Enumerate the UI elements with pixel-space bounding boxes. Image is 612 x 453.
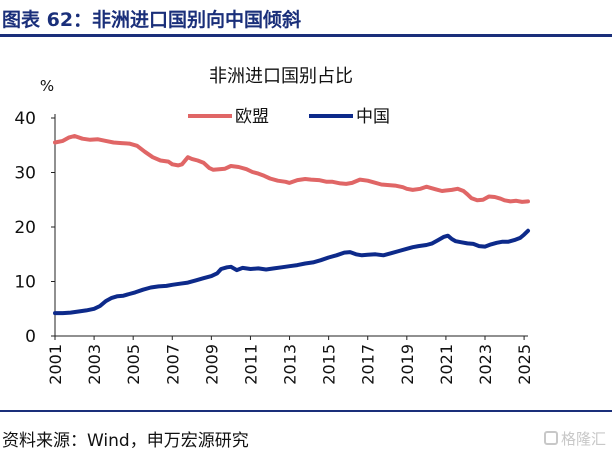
footer-rule bbox=[0, 410, 612, 412]
x-tick-label: 2017 bbox=[359, 344, 378, 385]
y-tick-label: 0 bbox=[25, 327, 36, 347]
chart-area: 非洲进口国别占比% 0 10 20 30 40 2001 2003 2005 2007 2009 20… bbox=[0, 38, 612, 410]
x-tick-label: 2021 bbox=[437, 344, 456, 385]
y-tick-label: 20 bbox=[14, 218, 36, 238]
series-line-eu bbox=[53, 134, 530, 204]
y-axis-unit-label: % bbox=[40, 77, 54, 95]
figure-header: 图表 62：非洲进口国别向中国倾斜 bbox=[0, 0, 612, 38]
figure-title: 图表 62：非洲进口国别向中国倾斜 bbox=[2, 9, 302, 31]
x-tick-label: 2023 bbox=[476, 344, 495, 385]
series-line-china bbox=[53, 228, 530, 316]
x-tick-label: 2009 bbox=[202, 344, 221, 385]
y-tick-label: 10 bbox=[14, 273, 36, 293]
watermark-logo-icon bbox=[543, 431, 558, 445]
y-tick-label: 30 bbox=[14, 164, 36, 184]
header-rule bbox=[0, 34, 612, 37]
x-tick-label: 2007 bbox=[163, 344, 182, 385]
x-tick-label: 2011 bbox=[241, 344, 260, 385]
x-tick-label: 2003 bbox=[85, 344, 104, 385]
watermark: 格隆汇 bbox=[543, 428, 606, 448]
x-tick-label: 2015 bbox=[320, 344, 339, 385]
chart-title: 非洲进口国别占比 bbox=[209, 66, 353, 87]
watermark-text: 格隆汇 bbox=[560, 429, 606, 448]
line-chart: 非洲进口国别占比% 0 10 20 30 40 2001 2003 2005 2007 2009 20… bbox=[14, 66, 534, 385]
source-note: 资料来源：Wind，申万宏源研究 bbox=[2, 431, 249, 451]
x-tick-label: 2013 bbox=[281, 344, 300, 385]
legend-label-china: 中国 bbox=[356, 107, 390, 127]
x-tick-label: 2025 bbox=[515, 344, 534, 385]
x-tick-label: 2005 bbox=[124, 344, 143, 385]
x-tick-label: 2019 bbox=[398, 344, 417, 385]
x-tick-label: 2001 bbox=[46, 344, 65, 385]
legend-label-eu: 欧盟 bbox=[235, 107, 269, 127]
y-tick-label: 40 bbox=[14, 109, 36, 129]
